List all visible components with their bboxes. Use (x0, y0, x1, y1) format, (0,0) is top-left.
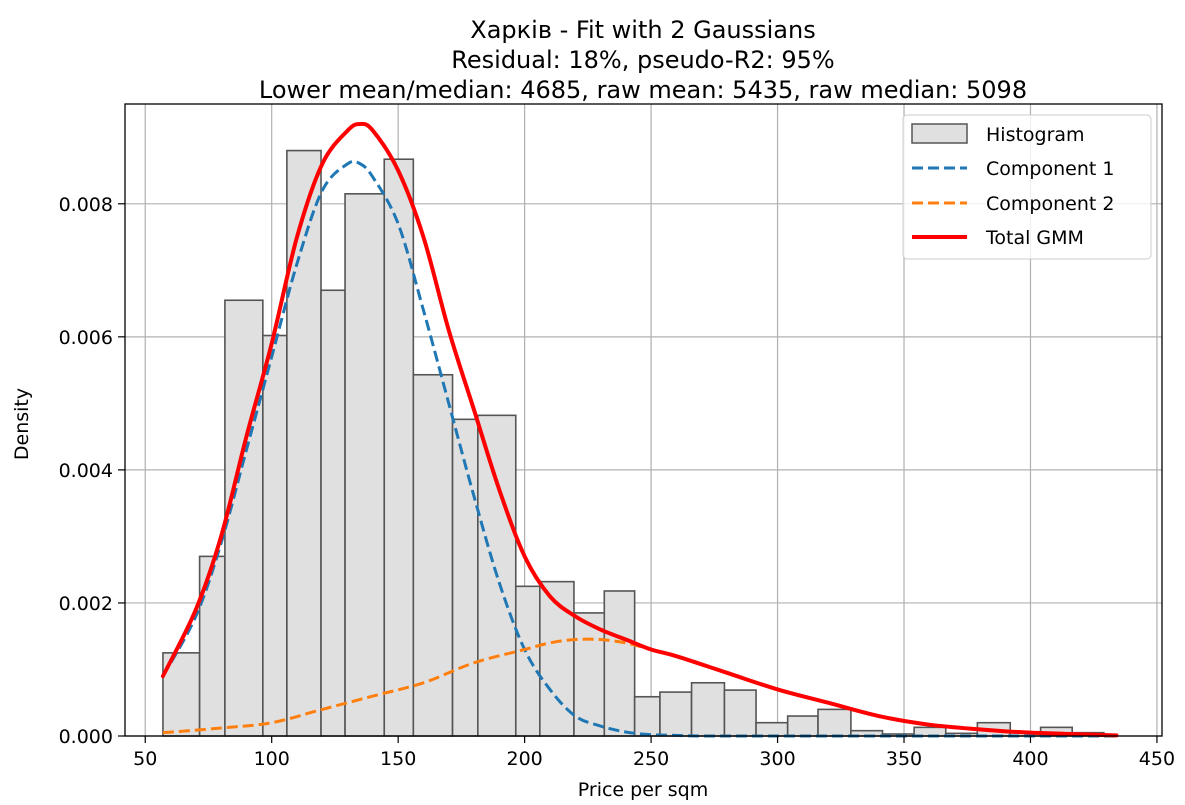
y-tick-label: 0.002 (59, 593, 113, 615)
y-axis-label: Density (11, 388, 33, 460)
x-tick-label: 50 (133, 748, 157, 770)
axis-ticks: 50 100 150 200 250 300 350 400 450 0.000 0.002 0.00… (59, 194, 1175, 770)
legend-label-component-1: Component 1 (986, 158, 1114, 180)
x-tick-label: 200 (506, 748, 542, 770)
plot-frame (124, 103, 1163, 737)
legend-label-total-gmm: Total GMM (985, 227, 1084, 249)
histogram-bar (198, 555, 226, 737)
histogram-bar (817, 708, 852, 737)
legend-box (902, 114, 1152, 260)
histogram-bar (723, 689, 757, 737)
histogram-bar (755, 721, 789, 737)
x-tick-label: 100 (254, 748, 290, 770)
histogram-bar (786, 715, 819, 737)
y-tick-label: 0.000 (59, 726, 113, 748)
chart-title: Харків - Fit with 2 Gaussians (470, 16, 815, 44)
histogram-bar (659, 691, 693, 737)
series-line-total-gmm (160, 121, 1119, 738)
histogram-bars (162, 149, 1105, 737)
histogram-bar (320, 289, 346, 737)
histogram-bar (690, 681, 726, 737)
x-axis-label: Price per sqm (578, 779, 708, 801)
legend-label-histogram: Histogram (986, 124, 1085, 146)
x-tick-label: 400 (1012, 748, 1048, 770)
x-tick-label: 350 (886, 748, 922, 770)
x-tick-label: 250 (633, 748, 669, 770)
x-tick-label: 450 (1139, 748, 1175, 770)
histogram-bar (633, 695, 661, 737)
x-tick-label: 150 (380, 748, 416, 770)
histogram-bar (262, 334, 288, 737)
histogram-bar (514, 585, 541, 737)
x-tick-label: 300 (759, 748, 795, 770)
chart-subtitle-1: Residual: 18%, pseudo-R2: 95% (451, 46, 834, 74)
histogram-bar (451, 418, 479, 737)
legend-label-component-2: Component 2 (986, 193, 1114, 215)
y-tick-label: 0.006 (59, 327, 113, 349)
y-tick-label: 0.004 (59, 460, 113, 482)
legend: Histogram Component 1 Component 2 Total … (902, 114, 1152, 260)
histogram-bar (286, 149, 322, 737)
histogram-bar (603, 590, 636, 737)
histogram-bar (224, 299, 264, 737)
histogram-bar (344, 193, 386, 737)
histogram-bar (412, 373, 454, 737)
chart-subtitle-2: Lower mean/median: 4685, raw mean: 5435,… (259, 76, 1027, 104)
y-tick-label: 0.008 (59, 194, 113, 216)
legend-swatch-histogram (911, 123, 968, 144)
histogram-bar (383, 158, 415, 737)
